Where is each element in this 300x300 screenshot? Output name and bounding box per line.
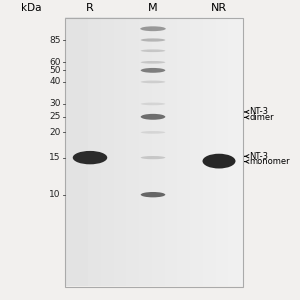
Text: 85: 85	[50, 35, 61, 44]
Ellipse shape	[141, 156, 165, 159]
Ellipse shape	[73, 151, 107, 164]
Ellipse shape	[141, 61, 165, 64]
Text: M: M	[148, 3, 158, 14]
Ellipse shape	[141, 192, 165, 197]
Text: 30: 30	[50, 99, 61, 108]
Text: 40: 40	[50, 77, 61, 86]
Ellipse shape	[141, 68, 165, 73]
Text: 20: 20	[50, 128, 61, 137]
Text: dimer: dimer	[250, 113, 274, 122]
Text: 15: 15	[50, 153, 61, 162]
Ellipse shape	[141, 81, 165, 83]
Text: 60: 60	[50, 58, 61, 67]
Text: NT-3: NT-3	[250, 152, 268, 161]
Text: 25: 25	[50, 112, 61, 121]
Text: kDa: kDa	[21, 3, 42, 14]
Text: NT-3: NT-3	[250, 107, 268, 116]
Ellipse shape	[141, 50, 165, 52]
Ellipse shape	[141, 131, 165, 134]
Text: R: R	[86, 3, 94, 14]
Text: 50: 50	[50, 66, 61, 75]
Ellipse shape	[140, 26, 166, 31]
Ellipse shape	[202, 154, 236, 169]
Text: 10: 10	[50, 190, 61, 199]
Text: monomer: monomer	[250, 157, 290, 166]
Ellipse shape	[141, 38, 165, 42]
Ellipse shape	[141, 114, 165, 120]
Ellipse shape	[141, 103, 165, 105]
Text: NR: NR	[211, 3, 227, 14]
